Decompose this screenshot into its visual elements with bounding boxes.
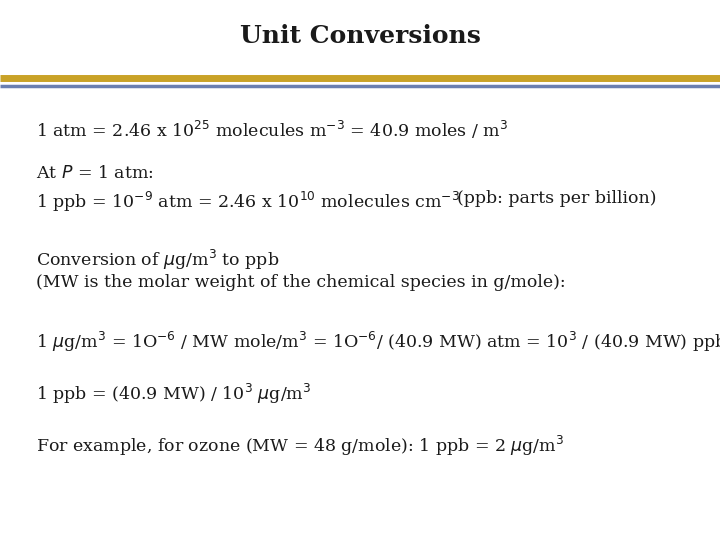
Text: (ppb: parts per billion): (ppb: parts per billion)	[457, 190, 657, 207]
Text: 1 atm = 2.46 x 10$^{25}$ molecules m$^{-3}$ = 40.9 moles / m$^{3}$: 1 atm = 2.46 x 10$^{25}$ molecules m$^{-…	[36, 119, 508, 141]
Text: At $\mathit{P}$ = 1 atm:: At $\mathit{P}$ = 1 atm:	[36, 165, 153, 181]
Text: 1 ppb = (40.9 MW) / 10$^{3}$ $\mu$g/m$^{3}$: 1 ppb = (40.9 MW) / 10$^{3}$ $\mu$g/m$^{…	[36, 382, 311, 406]
Text: For example, for ozone (MW = 48 g/mole): 1 ppb = 2 $\mu$g/m$^{3}$: For example, for ozone (MW = 48 g/mole):…	[36, 434, 564, 458]
Text: 1 $\mu$g/m$^{3}$ = 1O$^{-6}$ / MW mole/m$^{3}$ = 1O$^{-6}$/ (40.9 MW) atm = 10$^: 1 $\mu$g/m$^{3}$ = 1O$^{-6}$ / MW mole/m…	[36, 329, 720, 354]
Text: (MW is the molar weight of the chemical species in g/mole):: (MW is the molar weight of the chemical …	[36, 274, 566, 291]
Text: 1 ppb = 10$^{-9}$ atm = 2.46 x 10$^{10}$ molecules cm$^{-3}$: 1 ppb = 10$^{-9}$ atm = 2.46 x 10$^{10}$…	[36, 190, 460, 214]
Text: Conversion of $\mu$g/m$^{3}$ to ppb: Conversion of $\mu$g/m$^{3}$ to ppb	[36, 248, 279, 273]
Text: Unit Conversions: Unit Conversions	[240, 24, 480, 48]
